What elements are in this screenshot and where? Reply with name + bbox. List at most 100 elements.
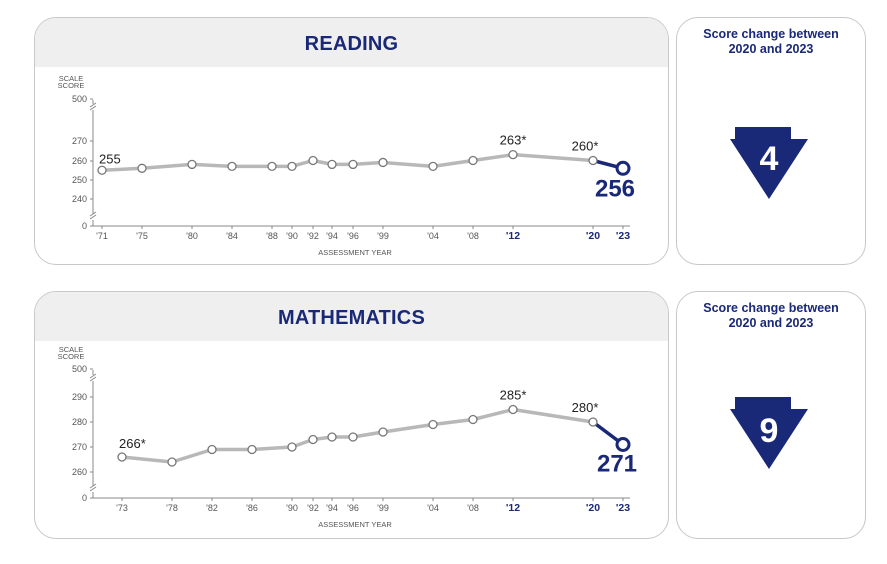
reading-score-change-panel: Score change between 2020 and 2023 4: [676, 17, 866, 265]
reading-x-tick-label: '20: [586, 230, 600, 242]
math-score-change-title-text: Score change between 2020 and 2023: [703, 301, 839, 330]
math-score-change-panel: Score change between 2020 and 2023 9: [676, 291, 866, 539]
reading-x-tick-label: '23: [616, 230, 630, 242]
math-data-point: [207, 444, 217, 455]
reading-y-tick-label: 0: [82, 221, 87, 231]
math-y-axis-label: SCALE: [59, 345, 84, 354]
math-x-tick-label: '04: [427, 503, 439, 513]
math-x-tick-label: '78: [166, 503, 178, 513]
reading-y-tick-label: 270: [72, 136, 87, 146]
reading-y-tick-label: 260: [72, 156, 87, 166]
math-x-tick-label: '99: [377, 503, 389, 513]
math-data-label: 285*: [500, 388, 527, 403]
math-data-label: 266*: [119, 436, 146, 451]
math-x-tick-label: '20: [586, 502, 600, 514]
math-data-point: [287, 442, 297, 452]
math-y-tick-label: 0: [82, 493, 87, 503]
math-latest-score-label: 271: [597, 451, 637, 478]
math-score-change-arrow-graphic: 9: [730, 397, 808, 469]
reading-x-tick-label: '92: [307, 231, 319, 241]
math-data-point: [327, 432, 337, 442]
math-latest-data-point: [615, 437, 631, 452]
math-x-tick-label: '96: [347, 503, 359, 513]
math-data-point: [247, 444, 257, 455]
math-axis-break-mark: [89, 376, 97, 382]
reading-x-tick-label: '08: [467, 231, 479, 241]
math-down-arrow-icon: [730, 397, 808, 469]
math-data-point: [308, 434, 318, 445]
reading-x-tick-label: '84: [226, 231, 238, 241]
math-axis-break-mark: [89, 483, 97, 489]
reading-data-label: 255: [99, 151, 121, 166]
reading-axis-break-mark: [89, 211, 97, 217]
reading-axis-break-mark: [89, 102, 97, 108]
reading-latest-score-label: 256: [595, 175, 635, 202]
reading-axis-break-mark: [89, 214, 97, 220]
math-x-tick-label: '23: [616, 502, 630, 514]
reading-x-tick-label: '12: [506, 230, 520, 242]
reading-data-point: [588, 155, 598, 166]
reading-y-axis-label: SCALE: [59, 74, 84, 83]
reading-y-axis-label: SCORE: [58, 81, 85, 90]
reading-score-change-arrow-graphic: 4: [730, 127, 808, 199]
math-x-tick-label: '86: [246, 503, 258, 513]
math-data-label: 280*: [572, 400, 599, 415]
reading-data-point: [468, 155, 478, 166]
reading-data-point: [187, 159, 197, 170]
reading-x-tick-label: '75: [136, 231, 148, 241]
reading-data-point: [287, 161, 297, 172]
reading-data-point: [348, 159, 358, 170]
reading-data-point: [378, 157, 388, 168]
reading-x-tick-label: '88: [266, 231, 278, 241]
reading-x-tick-label: '71: [96, 231, 108, 241]
math-x-tick-label: '92: [307, 503, 319, 513]
reading-score-change-title-text: Score change between 2020 and 2023: [703, 27, 839, 56]
math-axis-break-mark: [89, 486, 97, 492]
reading-x-tick-label: '80: [186, 231, 198, 241]
math-data-point: [508, 404, 518, 415]
math-data-point: [468, 414, 478, 425]
math-y-tick-label: 260: [72, 467, 87, 477]
math-y-tick-label: 270: [72, 442, 87, 452]
reading-score-change-title: Score change between 2020 and 2023: [677, 27, 865, 57]
reading-data-point: [137, 163, 147, 173]
reading-data-point: [327, 159, 337, 170]
math-y-tick-label: 290: [72, 392, 87, 402]
reading-down-arrow-icon: [730, 127, 808, 199]
reading-data-point: [267, 161, 277, 172]
reading-data-point: [508, 149, 518, 160]
reading-x-tick-label: '99: [377, 231, 389, 241]
math-data-point: [167, 457, 177, 467]
reading-data-label: 260*: [572, 139, 599, 154]
math-chart-title: MATHEMATICS: [35, 292, 668, 341]
math-chart-panel: MATHEMATICS SCALE SCORE 0 260 270 280 290 500 '7…: [34, 291, 669, 539]
reading-x-tick-label: '94: [326, 231, 338, 241]
math-data-point: [588, 417, 598, 427]
reading-data-point: [308, 155, 318, 166]
reading-data-point: [428, 161, 438, 172]
reading-x-tick-label: '96: [347, 231, 359, 241]
math-data-point: [378, 427, 388, 437]
math-data-point: [428, 419, 438, 430]
reading-x-tick-label: '90: [286, 231, 298, 241]
reading-trend-line: [101, 152, 594, 172]
reading-y-tick-label: 240: [72, 194, 87, 204]
math-x-tick-label: '08: [467, 503, 479, 513]
math-x-tick-label: '94: [326, 503, 338, 513]
math-y-tick-label: 500: [72, 364, 87, 374]
reading-x-tick-label: '04: [427, 231, 439, 241]
math-trend-line: [121, 407, 594, 464]
reading-data-point: [97, 165, 107, 175]
math-x-tick-label: '82: [206, 503, 218, 513]
reading-axis-break-mark: [89, 105, 97, 111]
reading-chart-panel: READING SCALE SCORE 0 240 250 260 270 500 '71 '75…: [34, 17, 669, 265]
math-axis-break-mark: [89, 373, 97, 379]
math-score-change-title: Score change between 2020 and 2023: [677, 301, 865, 331]
math-data-point: [348, 432, 358, 442]
reading-latest-data-point: [615, 160, 631, 176]
reading-y-tick-label: 500: [72, 94, 87, 104]
reading-y-tick-label: 250: [72, 175, 87, 185]
math-x-tick-label: '12: [506, 502, 520, 514]
math-y-axis-label: SCORE: [58, 352, 85, 361]
